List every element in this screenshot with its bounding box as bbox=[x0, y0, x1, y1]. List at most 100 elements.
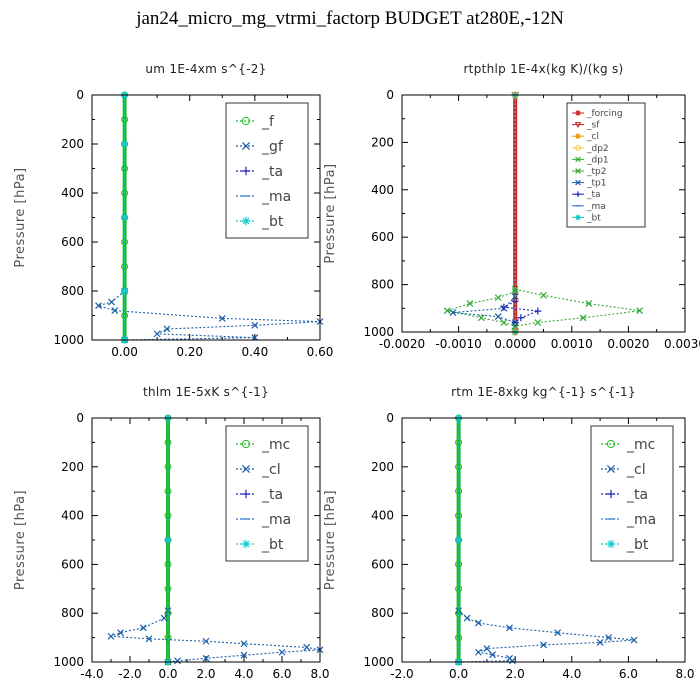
series-line bbox=[96, 290, 321, 341]
data-point bbox=[241, 216, 251, 226]
legend-entry: _gf bbox=[261, 139, 284, 155]
legend-entry: _ta bbox=[586, 190, 601, 200]
y-tick-label: 600 bbox=[61, 235, 84, 249]
legend-entry: _ta bbox=[261, 487, 283, 503]
series-line bbox=[110, 610, 321, 663]
panel-title: rtm 1E-8xkg kg^{-1} s^{-1} bbox=[451, 385, 636, 399]
legend-entry: _tp1 bbox=[586, 179, 606, 189]
data-point bbox=[107, 632, 115, 640]
series-line bbox=[515, 288, 640, 327]
data-point bbox=[463, 614, 471, 622]
legend-entry: _cl bbox=[626, 462, 646, 478]
y-tick-label: 0 bbox=[76, 88, 84, 102]
y-tick-label: 400 bbox=[371, 509, 394, 523]
x-tick-label: 8.0 bbox=[310, 667, 329, 681]
x-tick-label: -4.0 bbox=[80, 667, 103, 681]
x-tick-label: 0.0 bbox=[158, 667, 177, 681]
data-point bbox=[163, 325, 171, 333]
data-point bbox=[241, 166, 251, 176]
legend: _mc _cl _ta _ma _bt bbox=[225, 425, 309, 562]
data-point bbox=[575, 191, 581, 197]
y-tick-label: 1000 bbox=[53, 333, 84, 347]
data-point bbox=[202, 654, 210, 662]
y-tick-label: 800 bbox=[371, 278, 394, 292]
legend-entry: _bt bbox=[261, 537, 284, 553]
data-point bbox=[164, 536, 172, 544]
legend-entry: _mc bbox=[626, 437, 655, 453]
series-cl bbox=[455, 607, 638, 666]
y-tick-label: 200 bbox=[61, 460, 84, 474]
data-point bbox=[117, 629, 124, 637]
data-point bbox=[575, 214, 581, 221]
data-point bbox=[466, 300, 474, 307]
data-point bbox=[121, 140, 129, 148]
data-point bbox=[218, 315, 226, 322]
series-tp2 bbox=[443, 288, 519, 330]
legend-entry: _ma bbox=[261, 512, 291, 528]
panel-title: rtpthlp 1E-4x(kg K)/(kg s) bbox=[463, 62, 623, 76]
data-point bbox=[575, 179, 581, 186]
y-tick-label: 0 bbox=[76, 411, 84, 425]
data-point bbox=[303, 643, 311, 651]
data-point bbox=[241, 116, 251, 126]
data-point bbox=[606, 489, 616, 499]
data-point bbox=[540, 641, 547, 649]
y-tick-label: 800 bbox=[61, 284, 84, 298]
legend-entry: _cl bbox=[261, 462, 281, 478]
data-point bbox=[500, 319, 508, 326]
data-point bbox=[494, 294, 502, 302]
legend: _forcing _sf_cl _dp2_dp1 _tp2 _tp1_ta _ma_bt bbox=[566, 102, 646, 228]
x-tick-label: 6.0 bbox=[619, 667, 638, 681]
series-cl bbox=[107, 607, 324, 666]
legend-entry: _bt bbox=[586, 213, 601, 223]
data-point bbox=[483, 645, 491, 653]
data-point bbox=[534, 307, 542, 315]
legend: _f _gf _ta _ma _bt bbox=[225, 102, 309, 239]
chart-panel-3: thlm 1E-5xK s^{-1} Pressure [hPa] 0 200 400 6… bbox=[13, 385, 330, 681]
legend-entry: _ta bbox=[261, 164, 283, 180]
data-point bbox=[455, 536, 463, 544]
data-point bbox=[575, 110, 581, 116]
y-tick-label: 0 bbox=[386, 411, 394, 425]
x-tick-label: -2.0 bbox=[390, 667, 413, 681]
plot-frame bbox=[91, 417, 321, 663]
data-point bbox=[575, 156, 581, 163]
data-point bbox=[630, 636, 638, 644]
legend-entry: _tp2 bbox=[586, 167, 606, 177]
data-point bbox=[443, 307, 451, 315]
y-tick-label: 200 bbox=[61, 137, 84, 151]
data-point bbox=[278, 648, 286, 656]
legend-entry: _bt bbox=[261, 214, 284, 230]
chart-panel-2: rtpthlp 1E-4x(kg K)/(kg s) Pressure [hPa]… bbox=[323, 62, 700, 351]
x-tick-label: 0.00 bbox=[111, 345, 138, 359]
data-point bbox=[606, 464, 616, 474]
x-tick-label: 2.0 bbox=[196, 667, 215, 681]
legend-entry: _dp1 bbox=[586, 155, 609, 165]
legend-entry: _sf bbox=[586, 121, 600, 131]
data-point bbox=[241, 439, 251, 449]
data-point bbox=[145, 635, 153, 643]
panel-title: um 1E-4xm s^{-2} bbox=[145, 62, 266, 76]
y-tick-label: 600 bbox=[371, 557, 394, 571]
data-point bbox=[540, 291, 547, 299]
data-point bbox=[160, 614, 168, 622]
data-point bbox=[575, 168, 581, 174]
data-point bbox=[494, 313, 502, 321]
legend-entry: _mc bbox=[261, 437, 290, 453]
data-point bbox=[606, 539, 616, 549]
data-point bbox=[241, 539, 251, 549]
x-tick-label: 4.0 bbox=[562, 667, 581, 681]
x-tick-label: 0.60 bbox=[307, 345, 334, 359]
legend-entry: _forcing bbox=[586, 109, 623, 119]
data-point bbox=[489, 651, 496, 659]
data-point bbox=[585, 300, 593, 307]
series-line bbox=[502, 300, 539, 323]
legend-box bbox=[225, 102, 309, 239]
data-point bbox=[574, 122, 582, 129]
y-tick-label: 0 bbox=[386, 88, 394, 102]
data-point bbox=[95, 302, 102, 310]
x-tick-label: 0.40 bbox=[241, 345, 268, 359]
data-point bbox=[477, 314, 485, 322]
legend-box bbox=[590, 425, 674, 562]
